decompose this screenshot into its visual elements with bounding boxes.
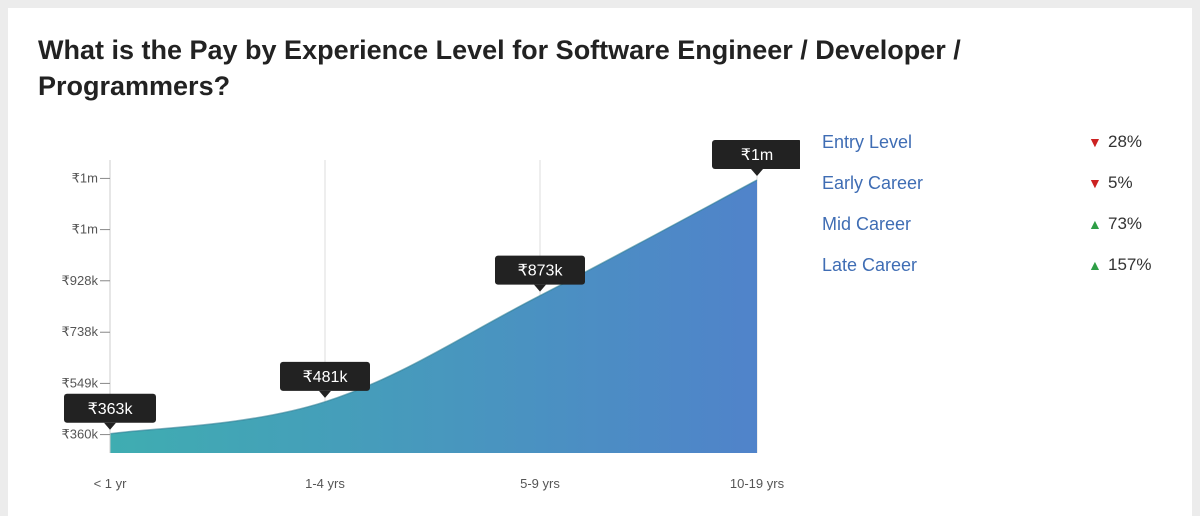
tooltip-box	[495, 255, 585, 285]
value-tooltip-3: ₹1m	[712, 140, 800, 177]
value-label: ₹481k	[303, 369, 349, 386]
value-label: ₹873k	[518, 263, 564, 280]
value-label: ₹1m	[741, 147, 773, 164]
salary-line	[109, 179, 758, 435]
legend-label[interactable]: Entry Level	[822, 132, 913, 152]
legend-label[interactable]: Early Career	[822, 173, 924, 193]
legend-change: ▲ 157%	[1088, 255, 1168, 275]
value-tooltip-2: ₹873k	[495, 255, 585, 292]
area-chart: ₹360k ₹549k ₹738k ₹928k ₹1m ₹1m < 1 yr 1-4 yrs…	[62, 140, 800, 491]
legend-label[interactable]: Mid Career	[822, 214, 912, 234]
value-label: ₹363k	[88, 401, 134, 418]
y-tick-label: ₹549k	[62, 375, 99, 390]
triangle-down-icon: ▼	[1088, 134, 1102, 150]
x-category-label: 10-19 yrs	[730, 476, 785, 491]
value-tooltip-1: ₹481k	[280, 361, 370, 398]
y-tick-label: ₹738k	[62, 324, 99, 339]
chart-title: What is the Pay by Experience Level for …	[38, 35, 961, 101]
tooltip-pointer	[751, 169, 763, 177]
legend-percent: 5%	[1108, 173, 1133, 192]
experience-legend: Entry Level ▼ 28% Early Career ▼ 5% Mid Career…	[822, 132, 1166, 296]
tooltip-pointer	[104, 422, 116, 430]
legend-change: ▼ 28%	[1088, 132, 1168, 152]
value-tooltip-0: ₹363k	[64, 393, 156, 430]
y-tick-label: ₹928k	[62, 273, 99, 288]
tooltip-box	[712, 140, 800, 170]
x-category-label: 1-4 yrs	[305, 476, 345, 491]
y-tick-label: ₹360k	[62, 427, 99, 442]
legend-row: Mid Career ▲ 73%	[822, 214, 1166, 255]
legend-change: ▼ 5%	[1088, 173, 1168, 193]
legend-row: Entry Level ▼ 28%	[822, 132, 1166, 173]
legend-percent: 73%	[1108, 214, 1143, 233]
legend-row: Late Career ▲ 157%	[822, 255, 1166, 296]
x-category-label: 5-9 yrs	[520, 476, 560, 491]
triangle-up-icon: ▲	[1088, 216, 1102, 232]
y-tick-label: ₹1m	[72, 222, 98, 237]
triangle-up-icon: ▲	[1088, 257, 1102, 273]
triangle-down-icon: ▼	[1088, 175, 1102, 191]
legend-percent: 157%	[1108, 255, 1152, 274]
tooltip-pointer	[319, 390, 331, 398]
salary-area	[110, 180, 757, 453]
tooltip-box	[64, 393, 156, 423]
legend-change: ▲ 73%	[1088, 214, 1168, 234]
tooltip-box	[280, 361, 370, 391]
legend-percent: 28%	[1108, 132, 1143, 151]
x-category-label: < 1 yr	[94, 476, 128, 491]
legend-row: Early Career ▼ 5%	[822, 173, 1166, 214]
tooltip-pointer	[534, 284, 546, 292]
legend-label[interactable]: Late Career	[822, 255, 918, 275]
y-tick-label: ₹1m	[72, 170, 98, 185]
